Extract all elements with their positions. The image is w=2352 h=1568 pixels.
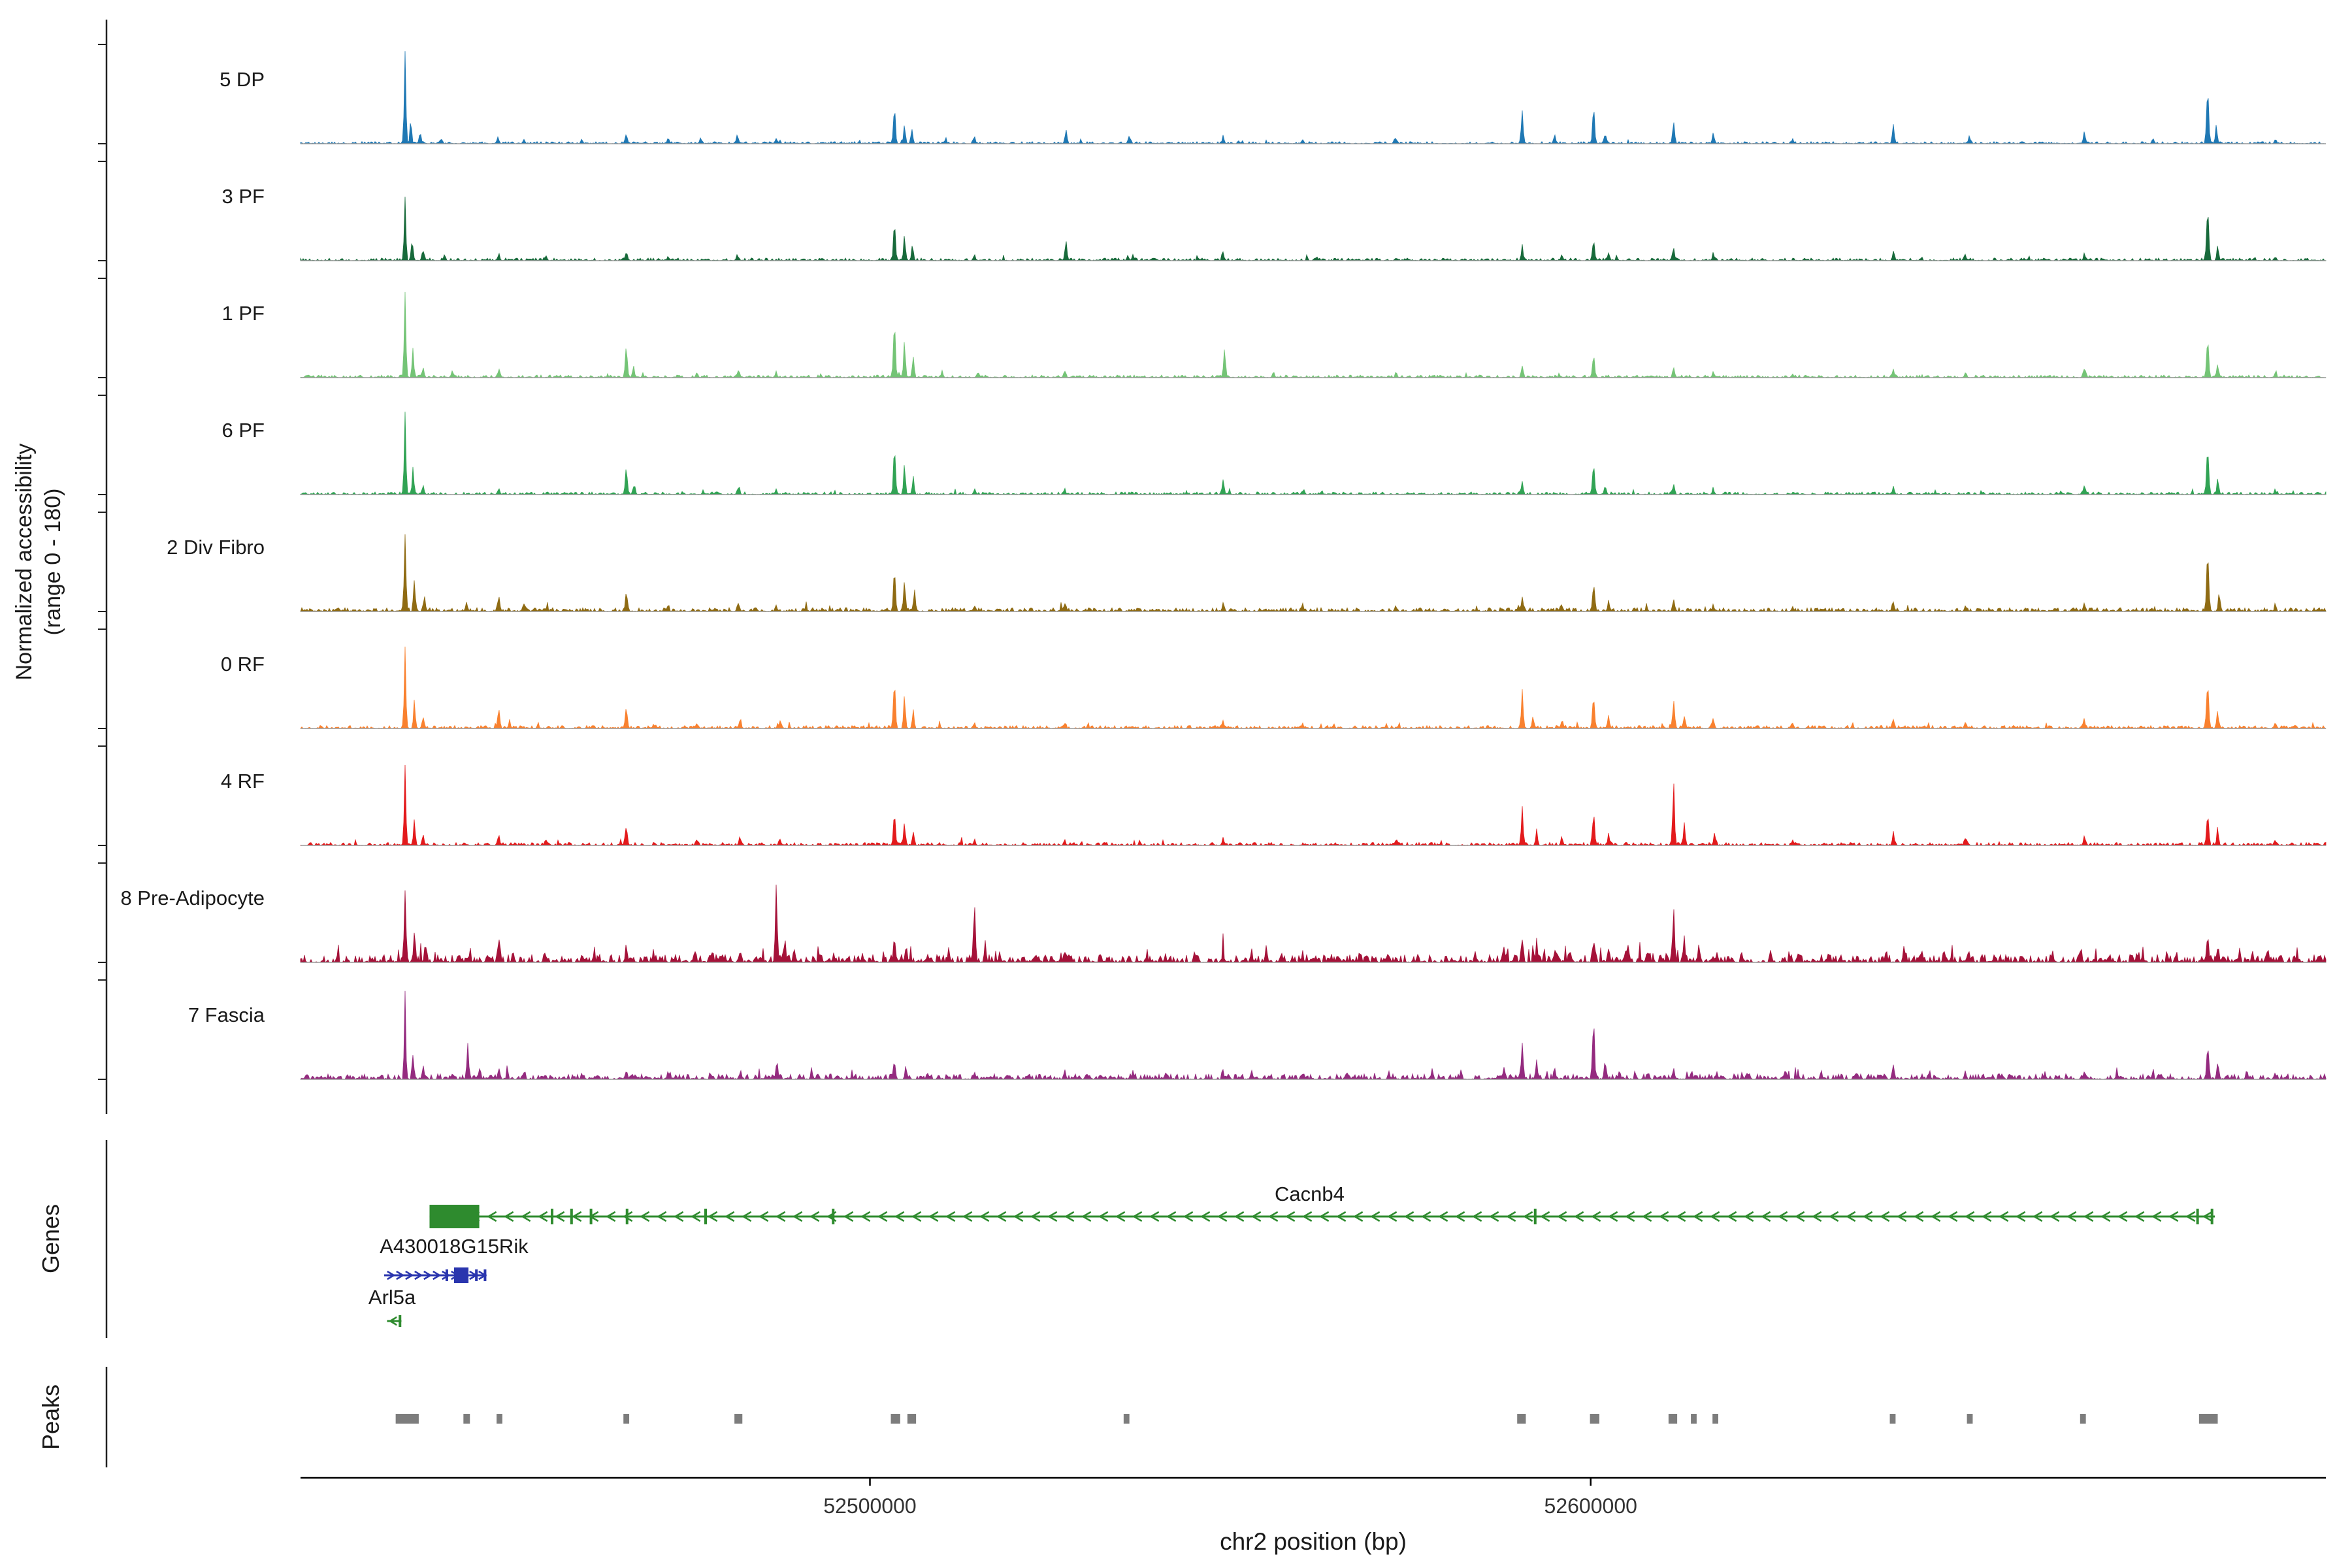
- peak-box: [1590, 1414, 1599, 1424]
- track-signal-5-dp: [300, 51, 2327, 144]
- peak-box: [1517, 1414, 1526, 1424]
- track-label-6-pf: 6 PF: [222, 419, 265, 442]
- peak-box: [1967, 1414, 1973, 1424]
- peak-box: [734, 1414, 743, 1424]
- peak-box: [395, 1414, 419, 1424]
- gene-label-cacnb4: Cacnb4: [1275, 1183, 1345, 1205]
- track-0-rf: 0 RF: [221, 646, 2327, 730]
- peak-box: [1889, 1414, 1896, 1424]
- track-label-2-div-fibro: 2 Div Fibro: [167, 536, 265, 559]
- track-label-5-dp: 5 DP: [220, 68, 265, 91]
- y-axis-title-line1: Normalized accessibility: [12, 444, 37, 681]
- peak-box: [2080, 1414, 2086, 1424]
- exon-box-cacnb4: [429, 1205, 480, 1228]
- track-signal-7-fascia: [300, 990, 2327, 1081]
- track-8-pre-adipocyte: 8 Pre-Adipocyte: [120, 885, 2327, 964]
- gene-cacnb4: Cacnb4: [429, 1183, 2215, 1228]
- track-5-dp: 5 DP: [220, 51, 2327, 144]
- static-labels: Normalized accessibility (range 0 - 180)…: [12, 444, 1407, 1555]
- gene-label-a430018g15rik: A430018G15Rik: [380, 1235, 529, 1258]
- track-label-3-pf: 3 PF: [222, 185, 265, 208]
- peak-box: [907, 1414, 917, 1424]
- peak-box: [497, 1414, 502, 1424]
- x-axis-tick-label: 52500000: [823, 1494, 916, 1518]
- track-signal-8-pre-adipocyte: [300, 885, 2327, 964]
- track-1-pf: 1 PF: [222, 291, 2327, 378]
- track-7-fascia: 7 Fascia: [188, 990, 2327, 1081]
- track-label-0-rf: 0 RF: [221, 653, 265, 676]
- y-axis-title-line2: (range 0 - 180): [41, 489, 65, 636]
- peak-box: [1668, 1414, 1678, 1424]
- track-2-div-fibro: 2 Div Fibro: [167, 534, 2327, 613]
- track-label-4-rf: 4 RF: [221, 770, 265, 792]
- track-signal-4-rf: [300, 764, 2327, 846]
- gene-label-arl5a: Arl5a: [368, 1286, 416, 1309]
- genes-section-label: Genes: [37, 1204, 64, 1273]
- peak-box: [2198, 1414, 2218, 1424]
- track-signal-6-pf: [300, 412, 2327, 495]
- track-6-pf: 6 PF: [222, 412, 2327, 495]
- strand-arrows-arl5a: [388, 1316, 397, 1326]
- peak-box: [1691, 1414, 1697, 1424]
- peak-box: [890, 1414, 900, 1424]
- peak-box: [463, 1414, 470, 1424]
- gene-a430018g15rik: A430018G15Rik: [380, 1235, 529, 1283]
- coverage-tracks: 5 DP 3 PF 1 PF 6 PF 2 Div Fibro 0 RF 4 RF 8 Pre…: [120, 51, 2327, 1081]
- peak-box: [1712, 1414, 1718, 1424]
- section-brackets: [98, 20, 108, 1467]
- x-axis: 52500000 52600000: [301, 1477, 2326, 1518]
- track-signal-1-pf: [300, 291, 2327, 378]
- exon-box-a430018g15rik: [453, 1267, 469, 1283]
- track-signal-2-div-fibro: [300, 534, 2327, 613]
- track-label-7-fascia: 7 Fascia: [188, 1004, 265, 1026]
- track-3-pf: 3 PF: [222, 185, 2327, 261]
- x-axis-title: chr2 position (bp): [1220, 1528, 1407, 1555]
- peak-annotations: [395, 1414, 2218, 1424]
- track-signal-3-pf: [300, 197, 2327, 261]
- track-4-rf: 4 RF: [221, 764, 2327, 846]
- track-label-1-pf: 1 PF: [222, 302, 265, 325]
- peak-box: [1123, 1414, 1130, 1424]
- gene-arl5a: Arl5a: [368, 1286, 416, 1327]
- x-axis-tick-label: 52600000: [1544, 1494, 1637, 1518]
- gene-annotations: Cacnb4 A430018G15Rik Arl5a: [368, 1183, 2215, 1327]
- track-signal-0-rf: [300, 646, 2327, 730]
- peaks-section-label: Peaks: [37, 1384, 64, 1450]
- track-label-8-pre-adipocyte: 8 Pre-Adipocyte: [120, 887, 265, 909]
- peak-box: [623, 1414, 630, 1424]
